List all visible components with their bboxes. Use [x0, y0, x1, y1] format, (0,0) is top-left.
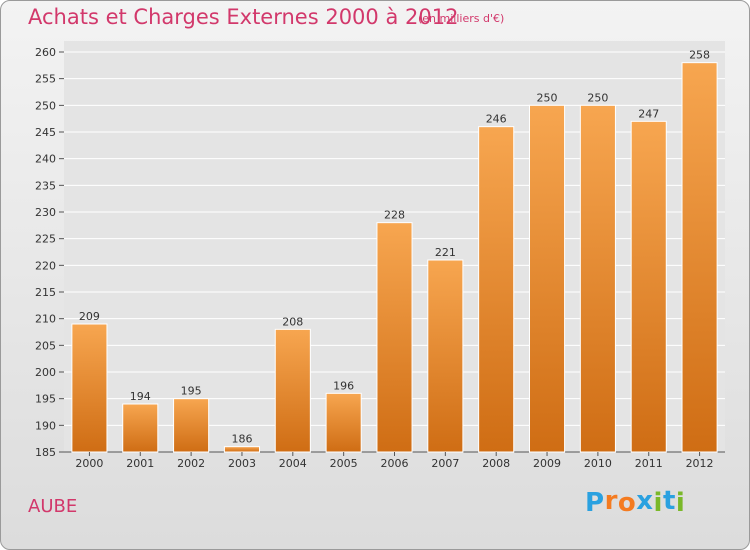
x-tick-label: 2009 — [533, 457, 561, 470]
logo-letter: o — [617, 488, 637, 518]
bar-2001 — [122, 403, 159, 453]
x-tick-label: 2001 — [126, 457, 154, 470]
y-axis-ticks: 185 190 195 200 205 210 215 220 225 230 235 240 245 2… — [35, 46, 64, 459]
bar-2005 — [325, 392, 362, 453]
x-tick-label: 2007 — [431, 457, 459, 470]
bar-2011 — [630, 120, 667, 453]
label-layer: 209 194 195 186 208 196 228 221 246 250 250 247 258 — [79, 49, 710, 446]
data-label: 247 — [638, 107, 659, 120]
y-tick-label: 260 — [35, 46, 56, 59]
y-tick-label: 230 — [35, 206, 56, 219]
x-tick-label: 2000 — [75, 457, 103, 470]
y-tick-label: 185 — [35, 446, 56, 459]
data-label: 194 — [130, 390, 151, 403]
y-tick-label: 190 — [35, 419, 56, 432]
y-tick-label: 195 — [35, 393, 56, 406]
logo-letter: t — [662, 486, 676, 516]
x-tick-label: 2008 — [482, 457, 510, 470]
bar-2008 — [478, 126, 515, 453]
bar-2012 — [681, 62, 718, 453]
data-label: 186 — [231, 433, 252, 446]
bar-2007 — [427, 259, 464, 453]
x-tick-label: 2003 — [228, 457, 256, 470]
data-label: 228 — [384, 209, 405, 222]
data-label: 246 — [486, 113, 507, 126]
bar-2004 — [274, 328, 311, 453]
data-label: 195 — [181, 385, 202, 398]
proxiti-logo: Proxiti — [585, 486, 686, 518]
x-tick-label: 2004 — [279, 457, 307, 470]
chart-subtitle: (en milliers d'€) — [418, 12, 505, 25]
y-tick-label: 240 — [35, 153, 56, 166]
bar-2000 — [71, 323, 108, 453]
data-label: 250 — [587, 91, 608, 104]
bar-2009 — [528, 104, 566, 453]
logo-letter: i — [653, 488, 663, 518]
logo-letter: x — [636, 486, 654, 516]
y-tick-label: 210 — [35, 313, 56, 326]
data-label: 258 — [689, 49, 710, 62]
bar-2003 — [223, 446, 261, 453]
bar-2006 — [376, 222, 413, 453]
logo-letter: r — [604, 486, 618, 516]
y-tick-label: 205 — [35, 339, 56, 352]
data-label: 208 — [282, 315, 303, 328]
y-tick-label: 200 — [35, 366, 56, 379]
y-tick-label: 255 — [35, 73, 56, 86]
y-tick-label: 215 — [35, 286, 56, 299]
logo-letter: i — [675, 488, 686, 518]
data-label: 250 — [537, 91, 558, 104]
y-tick-label: 250 — [35, 99, 56, 112]
y-tick-label: 235 — [35, 179, 56, 192]
data-label: 209 — [79, 310, 100, 323]
bar-2010 — [579, 104, 616, 453]
x-tick-label: 2010 — [584, 457, 612, 470]
y-tick-label: 225 — [35, 233, 56, 246]
data-label: 196 — [333, 379, 354, 392]
data-label: 221 — [435, 246, 456, 259]
chart-title: Achats et Charges Externes 2000 à 2012 — [28, 5, 459, 29]
x-tick-label: 2011 — [635, 457, 663, 470]
bar-2002 — [173, 398, 210, 453]
x-tick-label: 2006 — [381, 457, 409, 470]
y-tick-label: 245 — [35, 126, 56, 139]
x-tick-label: 2005 — [330, 457, 358, 470]
x-tick-label: 2012 — [686, 457, 714, 470]
logo-letter: P — [585, 488, 605, 518]
y-tick-label: 220 — [35, 259, 56, 272]
x-tick-label: 2002 — [177, 457, 205, 470]
territory-label: AUBE — [28, 496, 78, 517]
bar-layer — [71, 62, 718, 453]
x-axis-ticks: 2000 2001 2002 2003 2004 2005 2006 2007 2008 2009… — [75, 452, 714, 470]
